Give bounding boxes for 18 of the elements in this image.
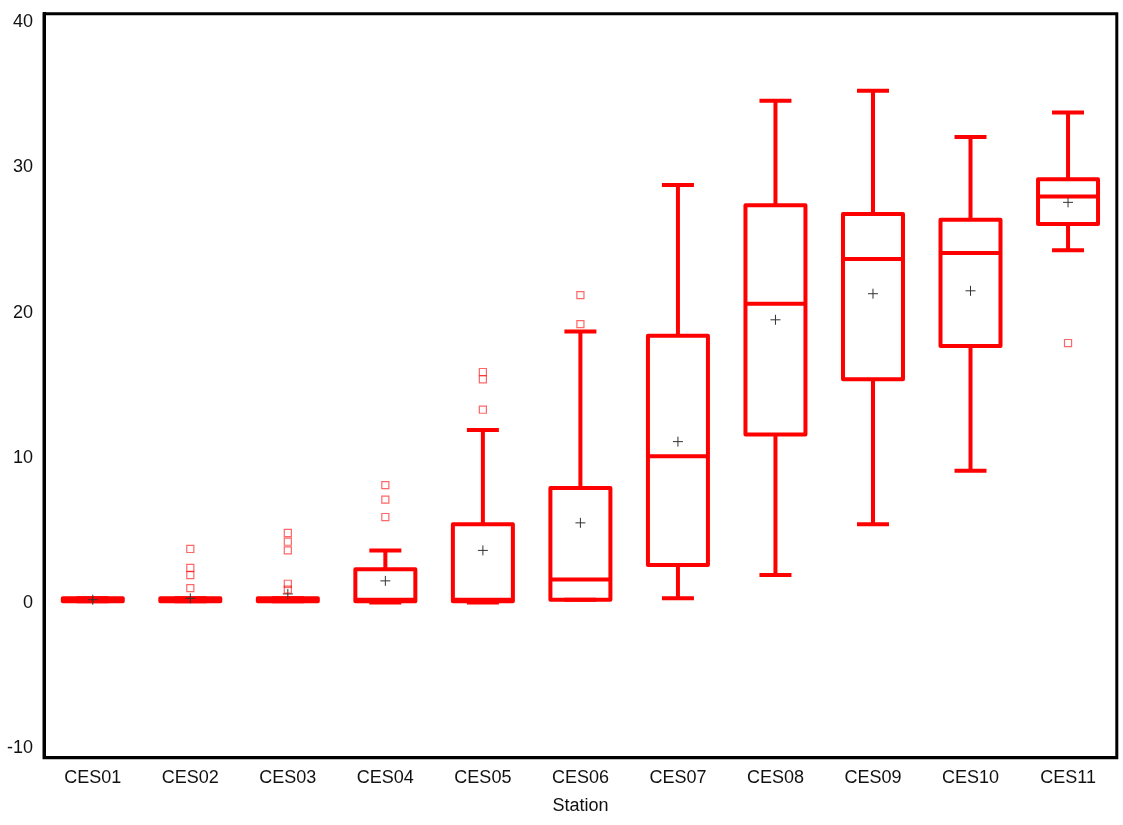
x-tick-label: CES05 — [454, 766, 512, 787]
x-tick-label: CES06 — [551, 766, 609, 787]
y-tick-label: 40 — [12, 11, 34, 32]
x-tick-label: CES10 — [941, 766, 1000, 787]
y-tick-label: 10 — [12, 446, 34, 467]
x-axis-title: Station — [552, 795, 609, 816]
x-tick-label: CES01 — [64, 766, 122, 787]
y-tick-label: -10 — [7, 736, 34, 757]
y-tick-label: 0 — [23, 591, 34, 612]
x-tick-label: CES07 — [649, 766, 707, 787]
x-tick-label: CES02 — [161, 766, 219, 787]
x-tick-label: CES03 — [259, 766, 317, 787]
x-tick-label: CES08 — [746, 766, 804, 787]
x-tick-label: CES04 — [356, 766, 414, 787]
x-tick-label: CES11 — [1040, 766, 1096, 787]
y-tick-label: 30 — [12, 156, 34, 177]
x-tick-label: CES09 — [844, 766, 902, 787]
y-tick-label: 20 — [12, 301, 34, 322]
